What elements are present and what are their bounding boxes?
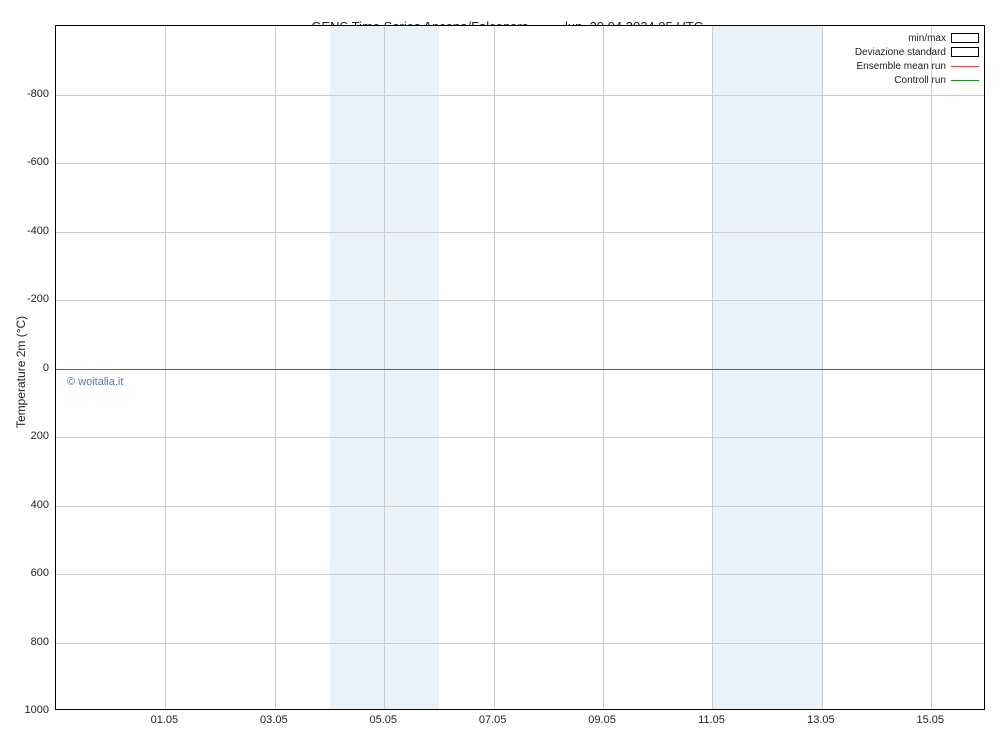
grid-line-vertical (603, 26, 604, 709)
grid-line-horizontal (56, 643, 984, 644)
grid-line-horizontal (56, 95, 984, 96)
x-tick-label: 07.05 (479, 714, 507, 726)
x-tick-label: 05.05 (369, 714, 397, 726)
grid-line-vertical (165, 26, 166, 709)
y-tick-label: -200 (27, 293, 49, 305)
x-tick-label: 01.05 (151, 714, 179, 726)
y-tick-label: 200 (31, 430, 49, 442)
grid-line-vertical (931, 26, 932, 709)
y-tick-label: -600 (27, 156, 49, 168)
grid-line-vertical (275, 26, 276, 709)
y-tick-label: -800 (27, 88, 49, 100)
legend: min/max Deviazione standard Ensemble mean … (826, 31, 979, 87)
controll-run-line (56, 369, 984, 370)
grid-line-horizontal (56, 232, 984, 233)
legend-label: Ensemble mean run (826, 61, 946, 72)
watermark: © woitalia.it (67, 376, 123, 388)
y-tick-label: 600 (31, 567, 49, 579)
x-tick-label: 03.05 (260, 714, 288, 726)
legend-swatch (951, 33, 979, 43)
legend-swatch (951, 47, 979, 57)
x-tick-label: 09.05 (588, 714, 616, 726)
x-tick-label: 11.05 (698, 714, 725, 726)
grid-line-vertical (384, 26, 385, 709)
legend-item: Controll run (826, 73, 979, 87)
y-tick-label: -400 (27, 225, 49, 237)
x-tick-label: 13.05 (807, 714, 835, 726)
y-tick-label: 1000 (25, 704, 49, 716)
legend-label: Controll run (826, 75, 946, 86)
grid-line-vertical (494, 26, 495, 709)
x-tick-label: 15.05 (917, 714, 945, 726)
grid-line-horizontal (56, 574, 984, 575)
grid-line-horizontal (56, 163, 984, 164)
grid-line-vertical (712, 26, 713, 709)
grid-line-horizontal (56, 300, 984, 301)
legend-swatch (951, 61, 979, 71)
chart-container: { "chart": { "type": "line", "width_px":… (0, 0, 1000, 733)
legend-label: min/max (826, 33, 946, 44)
legend-label: Deviazione standard (826, 47, 946, 58)
grid-line-horizontal (56, 437, 984, 438)
y-axis-label: Temperature 2m (°C) (14, 315, 28, 427)
legend-item: Ensemble mean run (826, 59, 979, 73)
plot-area (55, 25, 985, 710)
legend-item: Deviazione standard (826, 45, 979, 59)
grid-line-vertical (822, 26, 823, 709)
y-tick-label: 800 (31, 636, 49, 648)
legend-swatch (951, 75, 979, 85)
y-tick-label: 0 (43, 362, 49, 374)
y-tick-label: 400 (31, 499, 49, 511)
legend-item: min/max (826, 31, 979, 45)
grid-line-horizontal (56, 506, 984, 507)
weekend-band (712, 26, 821, 709)
